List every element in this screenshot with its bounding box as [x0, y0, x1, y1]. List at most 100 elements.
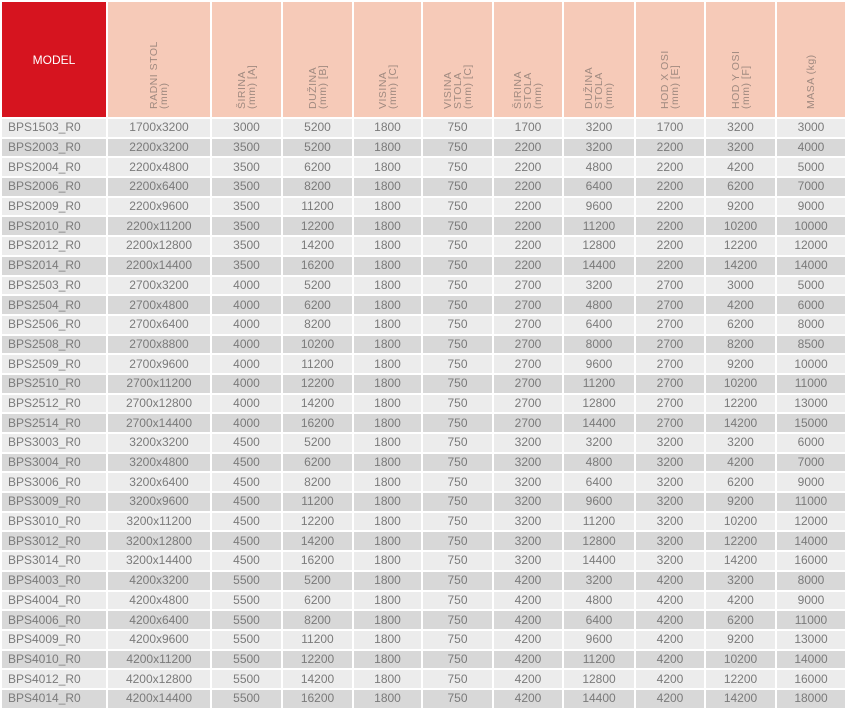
cell-radni-stol: 2200x12800	[106, 235, 212, 257]
table-row: BPS3012_R0 3200x12800 4500 14200 1800 750 3200…	[0, 530, 845, 553]
cell-duzina: 8200	[281, 471, 354, 494]
cell-visina-stola: 750	[421, 609, 494, 631]
cell-sirina-stola: 3200	[492, 471, 564, 494]
cell-hod-y-osi: 10200	[704, 510, 777, 533]
cell-visina-stola: 750	[421, 176, 494, 198]
cell-model: BPS2503_R0	[0, 274, 108, 297]
cell-visina: 1800	[352, 569, 423, 592]
cell-sirina-stola: 2700	[492, 274, 564, 297]
cell-duzina-stola: 9600	[562, 491, 636, 513]
cell-hod-x-osi: 4200	[634, 569, 706, 592]
cell-sirina: 3500	[210, 235, 283, 257]
table-row: BPS2504_R0 2700x4800 4000 6200 1800 750 2700 48…	[0, 294, 845, 316]
cell-model: BPS4004_R0	[0, 589, 108, 612]
cell-model: BPS3004_R0	[0, 451, 108, 474]
column-header-label: HOD X OSI (mm) [E]	[659, 50, 681, 109]
cell-sirina: 3000	[210, 117, 283, 139]
cell-duzina-stola: 3200	[562, 117, 636, 139]
cell-duzina: 6200	[281, 589, 354, 612]
cell-hod-x-osi: 4200	[634, 609, 706, 631]
column-header-masa: MASA (kg)	[775, 0, 845, 119]
cell-hod-x-osi: 2700	[634, 333, 706, 356]
column-header-label: VISINA (mm) [C]	[376, 64, 399, 109]
cell-model: BPS2508_R0	[0, 333, 108, 356]
cell-visina-stola: 750	[421, 687, 494, 710]
cell-visina-stola: 750	[421, 471, 494, 494]
cell-visina: 1800	[352, 550, 423, 572]
cell-masa: 7000	[775, 176, 845, 198]
cell-hod-x-osi: 3200	[634, 530, 706, 553]
column-header-duzina: DUŽINA (mm) [B]	[281, 0, 354, 119]
table-row: BPS2004_R0 2200x4800 3500 6200 1800 750 2200 48…	[0, 156, 845, 179]
cell-duzina: 5200	[281, 117, 354, 139]
cell-radni-stol: 2700x14400	[106, 412, 212, 434]
cell-masa: 10000	[775, 353, 845, 375]
cell-visina-stola: 750	[421, 550, 494, 572]
cell-hod-y-osi: 3200	[704, 432, 777, 454]
column-header-label: VISINA STOLA (mm) [C]	[441, 64, 474, 109]
cell-masa: 14000	[775, 648, 845, 671]
table-body: BPS1503_R0 1700x3200 3000 5200 1800 750 1700 32…	[0, 117, 845, 710]
cell-masa: 12000	[775, 510, 845, 533]
cell-radni-stol: 3200x14400	[106, 550, 212, 572]
cell-model: BPS2506_R0	[0, 313, 108, 336]
cell-visina: 1800	[352, 432, 423, 454]
cell-duzina: 14200	[281, 530, 354, 553]
cell-model: BPS2510_R0	[0, 372, 108, 395]
cell-visina-stola: 750	[421, 392, 494, 415]
cell-masa: 8000	[775, 313, 845, 336]
cell-sirina-stola: 3200	[492, 432, 564, 454]
table-row: BPS2508_R0 2700x8800 4000 10200 1800 750 2700 8…	[0, 333, 845, 356]
cell-radni-stol: 3200x12800	[106, 530, 212, 553]
cell-hod-y-osi: 4200	[704, 156, 777, 179]
cell-hod-x-osi: 2200	[634, 254, 706, 277]
cell-sirina-stola: 2700	[492, 372, 564, 395]
cell-duzina: 14200	[281, 392, 354, 415]
cell-radni-stol: 2200x11200	[106, 215, 212, 238]
cell-hod-x-osi: 4200	[634, 628, 706, 651]
cell-hod-y-osi: 6200	[704, 313, 777, 336]
cell-duzina-stola: 14400	[562, 412, 636, 434]
cell-masa: 9000	[775, 471, 845, 494]
cell-hod-x-osi: 3200	[634, 432, 706, 454]
table-row: BPS2010_R0 2200x11200 3500 12200 1800 750 2200…	[0, 215, 845, 238]
cell-model: BPS4003_R0	[0, 569, 108, 592]
cell-hod-x-osi: 2200	[634, 195, 706, 218]
column-header-hod-y-osi: HOD Y OSI (mm) [F]	[704, 0, 777, 119]
cell-sirina-stola: 4200	[492, 668, 564, 690]
cell-hod-x-osi: 2700	[634, 313, 706, 336]
table-row: BPS2012_R0 2200x12800 3500 14200 1800 750 2200…	[0, 235, 845, 257]
cell-sirina: 5500	[210, 648, 283, 671]
cell-sirina-stola: 2200	[492, 254, 564, 277]
cell-radni-stol: 4200x12800	[106, 668, 212, 690]
table-row: BPS3010_R0 3200x11200 4500 12200 1800 750 3200…	[0, 510, 845, 533]
cell-sirina: 4500	[210, 530, 283, 553]
cell-sirina: 4000	[210, 274, 283, 297]
cell-visina: 1800	[352, 392, 423, 415]
cell-visina-stola: 750	[421, 491, 494, 513]
cell-radni-stol: 2200x3200	[106, 136, 212, 159]
cell-duzina-stola: 4800	[562, 589, 636, 612]
cell-masa: 6000	[775, 294, 845, 316]
cell-visina-stola: 750	[421, 353, 494, 375]
cell-duzina: 5200	[281, 136, 354, 159]
cell-hod-y-osi: 3000	[704, 274, 777, 297]
cell-masa: 12000	[775, 235, 845, 257]
cell-sirina: 4500	[210, 491, 283, 513]
cell-duzina-stola: 6400	[562, 313, 636, 336]
cell-visina: 1800	[352, 412, 423, 434]
cell-masa: 11000	[775, 491, 845, 513]
cell-duzina-stola: 8000	[562, 333, 636, 356]
cell-duzina-stola: 3200	[562, 569, 636, 592]
cell-duzina-stola: 11200	[562, 215, 636, 238]
cell-hod-y-osi: 12200	[704, 235, 777, 257]
cell-masa: 9000	[775, 195, 845, 218]
cell-duzina-stola: 9600	[562, 628, 636, 651]
table-row: BPS3006_R0 3200x6400 4500 8200 1800 750 3200 64…	[0, 471, 845, 494]
cell-hod-x-osi: 3200	[634, 471, 706, 494]
cell-sirina: 3500	[210, 136, 283, 159]
cell-model: BPS4014_R0	[0, 687, 108, 710]
cell-hod-y-osi: 4200	[704, 294, 777, 316]
cell-radni-stol: 4200x6400	[106, 609, 212, 631]
cell-hod-x-osi: 2700	[634, 392, 706, 415]
